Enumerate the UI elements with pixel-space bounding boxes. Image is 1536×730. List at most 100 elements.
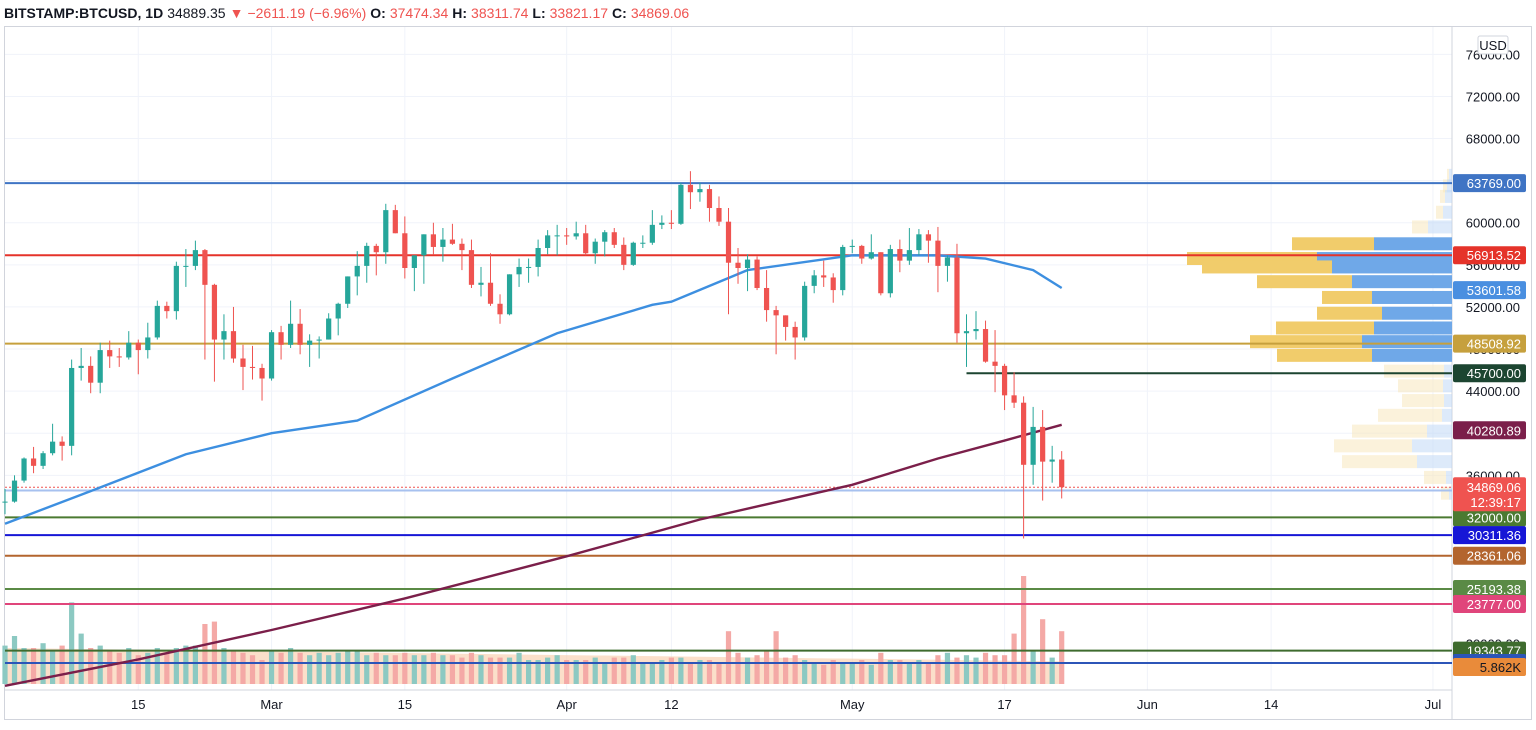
price-tag: 23777.00 (1467, 597, 1521, 612)
symbol-name[interactable]: BITSTAMP:BTCUSD, 1D (4, 5, 164, 21)
candle-body (468, 250, 475, 285)
candle-body (383, 210, 389, 253)
volume-bar (992, 655, 998, 684)
volume-profile-up (1443, 205, 1452, 219)
volume-profile-down (1257, 275, 1352, 289)
volume-bar (1001, 655, 1008, 684)
volume-profile-down (1334, 439, 1412, 453)
candle-body (545, 235, 551, 248)
candle-body (97, 350, 103, 383)
volume-profile-down (1202, 260, 1332, 274)
volume-bar (630, 655, 636, 684)
candle-body (821, 275, 827, 278)
candle-body (668, 222, 674, 224)
candle-body (440, 239, 446, 247)
volume-profile-up (1427, 424, 1452, 438)
candle-body (21, 458, 27, 481)
volume-bar (725, 631, 732, 684)
time-tick-label: Jun (1137, 697, 1158, 712)
candle-body (935, 240, 941, 266)
volume-bar (621, 657, 627, 684)
volume-profile-down (1352, 424, 1427, 438)
volume-bar (554, 655, 560, 684)
candle-body (982, 329, 989, 362)
price-tag-bg (1453, 508, 1526, 527)
candle-body (735, 262, 741, 268)
volume-bar (345, 650, 351, 684)
volume-bar (383, 655, 389, 684)
candle-body (345, 276, 351, 304)
volume-profile-down (1378, 408, 1442, 422)
volume-bar (668, 657, 674, 684)
candle-body (516, 266, 522, 275)
volume-bar (535, 660, 541, 684)
candle-body (230, 331, 237, 359)
price-tick-label: 52000.00 (1466, 300, 1520, 315)
volume-bar (316, 652, 322, 684)
volume-profile-up (1444, 364, 1452, 378)
volume-profile-up (1444, 394, 1452, 408)
volume-profile-up (1443, 379, 1452, 393)
candle-body (1030, 426, 1036, 465)
candle-body (859, 245, 865, 259)
candle-body (287, 323, 294, 345)
volume-bar (564, 660, 570, 684)
candle-body (925, 234, 932, 241)
candle-body (506, 274, 513, 315)
candle-body (678, 184, 684, 224)
candle-body (583, 233, 589, 254)
volume-bar (249, 655, 256, 684)
candle-body (192, 250, 198, 266)
candle-body (963, 331, 970, 334)
volume-bar (30, 648, 37, 684)
volume-profile-down (1292, 237, 1374, 251)
volume-bar (887, 660, 893, 684)
volume-bar (697, 660, 703, 684)
volume-bar (402, 652, 408, 684)
volume-profile-up (1372, 348, 1452, 362)
candle-body (478, 282, 484, 285)
candle-body (973, 329, 979, 332)
close-label: C: (612, 5, 627, 21)
candle-body (259, 367, 265, 379)
last-price-tag-bg (1453, 477, 1526, 512)
volume-bar (830, 660, 836, 684)
price-tag: 32000.00 (1467, 510, 1521, 525)
candle-body (573, 233, 579, 237)
candle-body (802, 285, 808, 338)
volume-bar (97, 645, 103, 684)
candle-body (497, 303, 503, 315)
candle-body (2, 501, 8, 503)
volume-bar (430, 652, 436, 684)
candle-body (1001, 365, 1008, 396)
volume-bar (2, 645, 8, 684)
volume-profile-down (1402, 394, 1444, 408)
volume-tag-bg (1453, 658, 1526, 676)
time-tick-label: May (840, 697, 865, 712)
candle-body (811, 275, 817, 286)
price-tag-bg (1453, 174, 1526, 193)
volume-bar (278, 652, 284, 684)
time-tick-label: 12 (664, 697, 678, 712)
candle-body (868, 252, 874, 259)
volume-bar (982, 652, 989, 684)
volume-bar (287, 648, 294, 684)
candle-body (249, 366, 256, 368)
candle-body (30, 458, 37, 466)
volume-bar (735, 652, 741, 684)
volume-bar (506, 657, 513, 684)
time-tick-label: Jul (1425, 697, 1442, 712)
volume-profile-down (1447, 168, 1449, 182)
volume-bar (126, 648, 132, 684)
volume-bar (21, 648, 27, 684)
volume-bar (1049, 657, 1055, 684)
candle-body (525, 266, 532, 268)
candle-body (126, 342, 132, 358)
price-change: −2611.19 (−6.96%) (247, 5, 367, 21)
chart-frame[interactable] (4, 26, 1532, 720)
volume-profile-down (1276, 321, 1374, 335)
volume-profile-up (1374, 321, 1452, 335)
candle-body (754, 259, 760, 288)
volume-bar (297, 652, 303, 684)
